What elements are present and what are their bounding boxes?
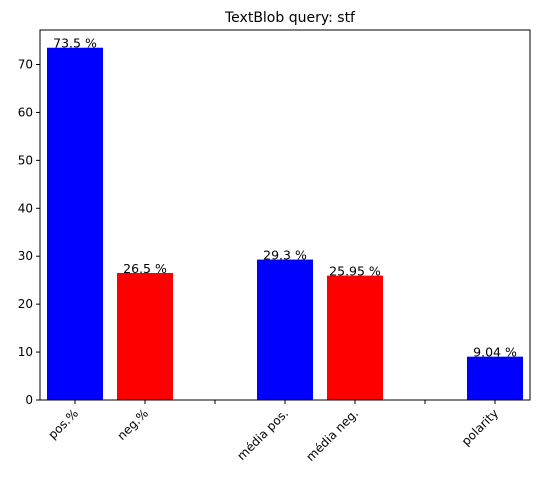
- data-label-4: 25.95 %: [329, 264, 381, 279]
- y-tick-label-3: 30: [18, 249, 33, 263]
- data-labels-group: 73.5 % 26.5 % 29.3 % 25.95 % 9.04 %: [53, 36, 517, 360]
- bar-3: [257, 259, 313, 400]
- y-tick-label-4: 40: [18, 201, 33, 215]
- data-label-1: 26.5 %: [123, 261, 167, 276]
- data-label-3: 29.3 %: [263, 248, 307, 263]
- data-label-6: 9.04 %: [473, 345, 517, 360]
- bar-6: [467, 356, 523, 400]
- plot-frame: [39, 29, 531, 401]
- data-label-0: 73.5 %: [53, 36, 97, 51]
- bar-4: [327, 275, 383, 400]
- y-tick-label-6: 60: [18, 105, 33, 119]
- bar-0: [47, 47, 103, 401]
- bars-group: [47, 47, 523, 401]
- y-tick-label-1: 10: [18, 345, 33, 359]
- y-tick-label-0: 0: [25, 393, 33, 407]
- bar-1: [117, 272, 173, 400]
- chart-title: TextBlob query: stf: [224, 10, 356, 26]
- y-tick-label-5: 50: [18, 153, 33, 167]
- y-tick-label-7: 70: [18, 58, 33, 72]
- y-tick-label-2: 20: [18, 297, 33, 311]
- y-axis: 0 10 20 30 40 50 60 70: [18, 58, 40, 407]
